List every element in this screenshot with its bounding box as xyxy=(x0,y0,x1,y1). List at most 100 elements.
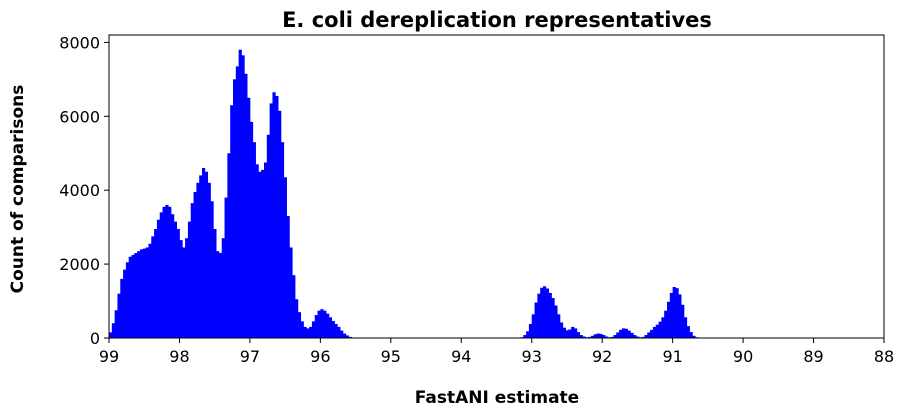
histogram-bar xyxy=(278,110,282,338)
histogram-bar xyxy=(207,182,211,338)
x-tick-label: 89 xyxy=(803,347,823,366)
histogram-bar xyxy=(605,336,609,338)
histogram-bar xyxy=(182,247,186,338)
histogram-bar xyxy=(216,251,220,338)
histogram-bar xyxy=(179,240,183,338)
x-tick-label: 93 xyxy=(522,347,542,366)
histogram-bar xyxy=(599,333,603,338)
histogram-bar xyxy=(531,314,535,338)
histogram-bar xyxy=(323,310,327,338)
histogram-bar xyxy=(571,326,575,338)
histogram-bar xyxy=(658,321,662,338)
histogram-bar xyxy=(156,219,161,338)
histogram-bar xyxy=(202,168,206,338)
histogram-bar xyxy=(593,334,597,338)
x-tick-label: 96 xyxy=(310,347,330,366)
histogram-bar xyxy=(190,203,194,338)
histogram-bar xyxy=(562,327,566,338)
histogram-bar xyxy=(131,254,135,338)
x-tick-label: 88 xyxy=(874,347,894,366)
histogram-bar xyxy=(128,256,132,338)
histogram-bar xyxy=(545,288,550,338)
histogram-bar xyxy=(588,336,592,338)
histogram-bar xyxy=(554,305,558,338)
histogram-bar xyxy=(342,333,347,338)
histogram-bar xyxy=(241,55,245,338)
histogram-bar xyxy=(297,312,302,338)
histogram-bar xyxy=(636,336,640,338)
histogram-bar xyxy=(286,216,290,338)
histogram-bar xyxy=(602,335,606,338)
histogram-bar xyxy=(523,335,527,338)
histogram-bar xyxy=(145,247,149,338)
y-axis-ticks: 0 2000 4000 6000 8000 xyxy=(59,33,109,348)
histogram-bar xyxy=(557,314,561,338)
histogram-bar xyxy=(134,253,138,338)
histogram-bar xyxy=(227,153,231,338)
x-tick-label: 94 xyxy=(451,347,471,366)
histogram-bar xyxy=(303,326,307,338)
histogram-bar xyxy=(111,323,116,338)
histogram-bar xyxy=(647,332,651,338)
histogram-bar xyxy=(311,321,316,338)
histogram-bar xyxy=(582,336,586,338)
histogram-bar xyxy=(114,310,118,338)
histogram-bar xyxy=(621,328,626,338)
histogram-bar xyxy=(213,228,217,338)
histogram-bar xyxy=(574,328,578,338)
histogram-bar xyxy=(627,330,631,338)
histogram-bar xyxy=(269,103,273,338)
histogram-bar xyxy=(233,79,237,338)
histogram-bar xyxy=(154,228,158,338)
histogram-bar xyxy=(249,121,254,339)
histogram-bar xyxy=(137,251,141,338)
histogram-bar xyxy=(633,335,637,338)
histogram-bar xyxy=(140,249,144,338)
bars-group xyxy=(109,49,699,339)
y-tick-label: 0 xyxy=(90,329,100,348)
histogram-bar xyxy=(162,206,166,338)
histogram-bar xyxy=(176,228,180,338)
histogram-bar xyxy=(109,332,113,338)
histogram-bar xyxy=(345,335,349,338)
histogram-bar xyxy=(221,238,225,338)
y-tick-label: 6000 xyxy=(59,107,100,126)
histogram-bar xyxy=(210,201,214,338)
histogram-bar xyxy=(300,321,304,338)
histogram-bar xyxy=(672,287,676,338)
histogram-bar xyxy=(125,262,130,338)
histogram-bar xyxy=(280,142,285,338)
x-tick-label: 99 xyxy=(99,347,119,366)
x-tick-label: 92 xyxy=(592,347,612,366)
histogram-bar xyxy=(230,105,234,339)
histogram-bar xyxy=(652,326,657,338)
histogram-bar xyxy=(238,49,242,338)
histogram-bar xyxy=(616,332,620,338)
x-axis-ticks: 99 98 97 96 95 94 93 92 91 90 89 88 xyxy=(99,338,894,366)
histogram-bar xyxy=(244,73,248,339)
histogram-bar xyxy=(258,171,262,338)
histogram-bar xyxy=(326,313,330,338)
histogram-bar xyxy=(334,323,338,338)
histogram-bar xyxy=(650,329,654,338)
histogram-bar xyxy=(340,330,344,338)
histogram-bar xyxy=(661,317,665,338)
histogram-bar xyxy=(148,243,152,338)
histogram-bar xyxy=(199,175,203,338)
histogram-bar xyxy=(306,328,310,338)
histogram-bar xyxy=(669,292,674,338)
histogram-bar xyxy=(528,323,533,338)
histogram-bar xyxy=(187,221,192,338)
histogram-bar xyxy=(331,321,335,338)
histogram-bar xyxy=(559,322,564,338)
histogram-bar xyxy=(235,66,240,338)
histogram-bar xyxy=(117,293,121,338)
histogram-bar xyxy=(613,335,617,338)
chart-title: E. coli dereplication representatives xyxy=(282,8,712,32)
histogram-bar xyxy=(596,333,600,338)
histogram-bar xyxy=(534,302,538,338)
plot-frame xyxy=(108,34,885,339)
histogram-bar xyxy=(630,332,634,338)
histogram-bar xyxy=(590,335,595,338)
